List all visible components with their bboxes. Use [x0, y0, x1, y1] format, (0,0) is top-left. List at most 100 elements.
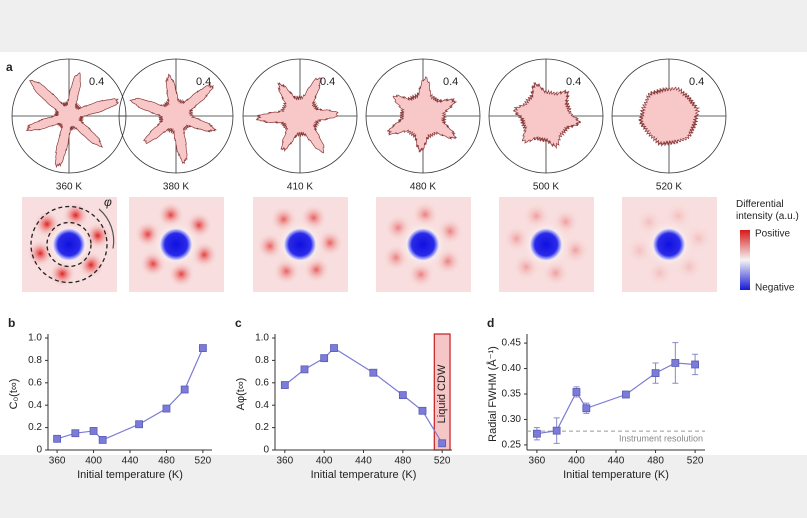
y-axis-label: C₀(t∞)	[8, 379, 20, 410]
data-point	[552, 426, 561, 435]
data-point	[532, 429, 541, 438]
heatmap-center	[53, 228, 85, 261]
y-tick-label: 0.35	[502, 389, 522, 400]
x-tick-label: 480	[647, 456, 664, 467]
polar-shape	[512, 82, 582, 150]
data-point	[651, 369, 660, 378]
data-point	[53, 434, 62, 443]
data-point	[320, 354, 329, 363]
ring	[30, 205, 108, 284]
y-axis-label: Aφ(t∞)	[235, 378, 247, 411]
data-point	[398, 391, 407, 400]
polar-tick-label: 0.4	[443, 76, 458, 88]
y-tick-label: 0.4	[28, 400, 42, 411]
data-point	[418, 406, 427, 415]
data-point	[582, 404, 591, 413]
x-tick-label: 480	[394, 456, 411, 467]
x-tick-label: 440	[355, 456, 372, 467]
y-tick-label: 0.6	[28, 377, 42, 388]
x-tick-label: 360	[49, 456, 66, 467]
x-tick-label: 360	[529, 456, 546, 467]
colorbar	[740, 230, 750, 290]
panel-label: d	[487, 316, 494, 330]
y-tick-label: 0	[36, 445, 42, 456]
data-point	[135, 420, 144, 429]
data-point	[89, 427, 98, 435]
temperature-label: 410 K	[287, 182, 313, 193]
x-tick-label: 440	[608, 456, 625, 467]
y-tick-label: 0.8	[255, 355, 269, 366]
polar-shape	[26, 72, 120, 169]
y-tick-label: 1.0	[255, 333, 269, 344]
x-axis-label: Initial temperature (K)	[77, 469, 183, 481]
polar-shape	[386, 76, 458, 153]
y-tick-label: 0.45	[502, 338, 522, 349]
data-point	[671, 359, 680, 367]
colorbar-label: Negative	[755, 283, 795, 294]
data-point	[621, 390, 630, 399]
data-point	[369, 368, 378, 377]
polar-tick-label: 0.4	[689, 76, 704, 88]
data-point	[98, 436, 107, 444]
data-point	[198, 344, 207, 352]
data-point	[572, 388, 581, 396]
x-tick-label: 440	[122, 456, 139, 467]
reference-label: Instrument resolution	[619, 434, 703, 444]
y-tick-label: 1.0	[28, 333, 42, 344]
ring	[46, 221, 92, 268]
heatmap-center	[407, 228, 439, 261]
y-tick-label: 0.25	[502, 440, 522, 451]
polar-tick-label: 0.4	[566, 76, 581, 88]
data-point	[300, 365, 309, 374]
polar-shape	[255, 77, 339, 154]
heatmap-center	[530, 228, 562, 261]
y-tick-label: 0.2	[255, 422, 269, 433]
x-tick-label: 520	[687, 456, 704, 467]
polar-shape	[637, 86, 701, 147]
y-tick-label: 0.40	[502, 363, 522, 374]
y-axis-label: Radial FWHM (Å⁻¹)	[486, 346, 499, 442]
x-axis-label: Initial temperature (K)	[563, 469, 669, 481]
panel-label: a	[6, 60, 13, 74]
y-tick-label: 0.4	[255, 400, 269, 411]
x-tick-label: 400	[85, 456, 102, 467]
x-tick-label: 400	[316, 456, 333, 467]
data-point	[180, 385, 189, 394]
y-tick-label: 0.6	[255, 377, 269, 388]
y-tick-label: 0.2	[28, 422, 42, 433]
y-tick-label: 0.30	[502, 414, 522, 425]
heatmap-center	[653, 228, 685, 261]
polar-tick-label: 0.4	[89, 76, 104, 88]
colorbar-title: Differential intensity (a.u.)	[736, 199, 799, 222]
temperature-label: 500 K	[533, 182, 559, 193]
temperature-label: 360 K	[56, 182, 82, 193]
data-point	[280, 381, 289, 389]
heatmap-center	[160, 228, 192, 261]
span-label: Liquid CDW	[436, 364, 448, 423]
temperature-label: 520 K	[656, 182, 682, 193]
y-tick-label: 0	[263, 445, 269, 456]
panel-label: b	[8, 316, 15, 330]
heatmap-center	[284, 228, 316, 261]
polar-tick-label: 0.4	[196, 76, 211, 88]
data-point	[438, 439, 447, 448]
data-point	[691, 360, 700, 369]
x-tick-label: 480	[158, 456, 175, 467]
x-tick-label: 400	[568, 456, 585, 467]
x-tick-label: 520	[434, 456, 451, 467]
y-tick-label: 0.8	[28, 355, 42, 366]
panel-label: c	[235, 316, 242, 330]
x-tick-label: 520	[195, 456, 212, 467]
data-point	[162, 404, 171, 413]
x-axis-label: Initial temperature (K)	[311, 469, 417, 481]
x-tick-label: 360	[276, 456, 293, 467]
temperature-label: 380 K	[163, 182, 189, 193]
polar-tick-label: 0.4	[320, 76, 335, 88]
phi-arrow	[98, 208, 115, 249]
phi-annotation: φ	[104, 195, 112, 209]
colorbar-label: Positive	[755, 229, 790, 240]
data-point	[71, 429, 80, 438]
polar-shape	[129, 73, 217, 165]
